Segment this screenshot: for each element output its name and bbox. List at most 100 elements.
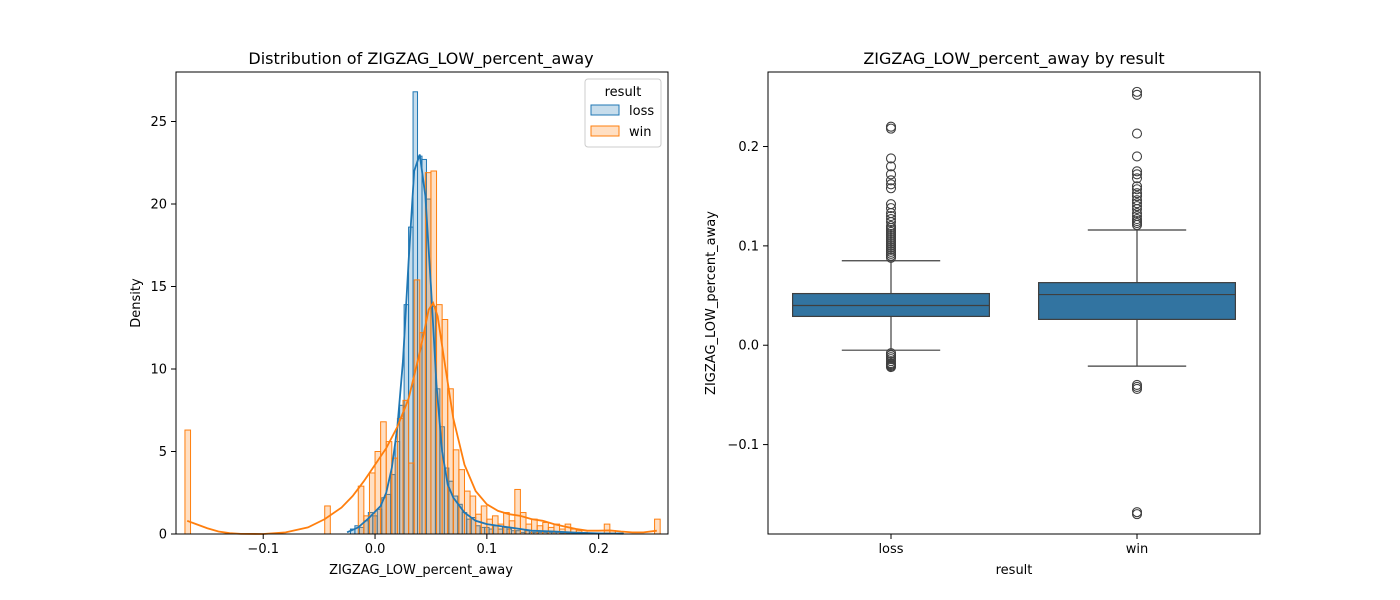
boxplot-axes-frame: [767, 71, 1261, 535]
histogram-axes-frame: [175, 71, 669, 535]
hist-bar-win-30: [514, 488, 521, 535]
outlier-win-15: [1131, 191, 1143, 202]
legend-swatch-loss: [590, 104, 620, 116]
outlier-win-16: [1131, 188, 1143, 199]
hist-y-tick-label-10: 10: [150, 363, 167, 378]
hist-bar-win-43: [603, 523, 611, 535]
histogram-y-ticks: 0 5 10 15 20 25: [150, 115, 176, 543]
histogram-x-ticks: −0.1 0.0 0.1 0.2: [247, 534, 609, 557]
hist-bar-win-12: [413, 279, 421, 535]
outlier-loss-26: [885, 220, 897, 232]
outlier-loss-39: [885, 123, 897, 134]
outlier-loss-33: [885, 183, 897, 194]
outlier-win-3: [1131, 381, 1143, 393]
hist-bar-win-13: [419, 332, 426, 535]
hist-bar-win-0: [184, 429, 192, 535]
box-x-tick-label-loss: loss: [878, 542, 903, 557]
hist-bar-win-20: [458, 469, 465, 535]
hist-bar-win-11: [408, 462, 415, 535]
hist-bar-win-8: [391, 457, 398, 535]
loss-kde-line: [346, 154, 624, 535]
hist-bar-win-15: [430, 170, 438, 535]
boxplot-marks: [791, 86, 1236, 520]
hist-bar-win-28: [503, 512, 510, 535]
histogram-y-label: Density: [129, 278, 144, 328]
outlier-loss-35: [885, 175, 897, 186]
outlier-win-12: [1131, 201, 1143, 212]
outlier-loss-29: [885, 211, 897, 222]
hist-bar-win-1: [324, 505, 331, 535]
outlier-win-25: [1131, 86, 1143, 97]
hist-bar-win-19: [452, 449, 460, 535]
outlier-win-0: [1131, 509, 1143, 520]
outlier-win-14: [1131, 195, 1143, 206]
hist-bar-win-24: [480, 505, 488, 535]
boxplot-chart: ZIGZAG_LOW_percent_away by result loss wi…: [704, 49, 1261, 578]
histogram-x-label: ZIGZAG_LOW_percent_away: [329, 563, 513, 578]
hist-bar-win-25: [486, 518, 493, 535]
outlier-loss-34: [885, 179, 897, 190]
box-loss: [791, 121, 990, 373]
hist-y-tick-label-0: 0: [159, 528, 167, 543]
outlier-loss-31: [885, 203, 897, 214]
hist-bar-win-9: [396, 418, 404, 535]
legend-frame: [584, 78, 662, 148]
boxplot-title: ZIGZAG_LOW_percent_away by result: [863, 49, 1164, 69]
outlier-loss-32: [885, 199, 897, 210]
box-win: [1037, 86, 1236, 520]
legend-entry-loss: loss: [629, 104, 654, 119]
hist-bar-win-22: [469, 495, 477, 535]
outlier-win-24: [1131, 89, 1143, 100]
hist-bar-win-35: [542, 521, 549, 535]
box-y-tick-label-_0_1: −0.1: [727, 438, 759, 453]
hist-x-tick-label-0: 0.0: [365, 542, 386, 557]
box-x-tick-label-win: win: [1126, 542, 1148, 557]
hist-x-tick-label-0_2: 0.2: [588, 542, 609, 557]
win-kde-line: [186, 300, 657, 535]
outlier-win-4: [1131, 379, 1143, 391]
hist-y-tick-label-15: 15: [150, 280, 167, 295]
outlier-win-23: [1131, 128, 1143, 139]
outlier-win-18: [1131, 181, 1143, 192]
outlier-win-1: [1131, 507, 1143, 518]
hist-x-tick-label-_0_1: −0.1: [247, 542, 279, 557]
legend-entry-win: win: [629, 125, 651, 140]
hist-bar-win-23: [475, 513, 482, 535]
hist-y-tick-label-5: 5: [159, 445, 167, 460]
legend-swatch-win: [590, 125, 620, 137]
box-y-tick-label-0: 0.0: [738, 339, 759, 354]
hist-bar-win-4: [368, 472, 376, 535]
outlier-win-20: [1131, 169, 1143, 180]
outlier-win-17: [1131, 184, 1143, 195]
outlier-win-21: [1131, 166, 1143, 177]
histogram-legend: result loss win: [584, 78, 662, 148]
histogram-title: Distribution of ZIGZAG_LOW_percent_away: [248, 49, 593, 69]
boxplot-x-label: result: [996, 563, 1033, 578]
outlier-win-19: [1131, 173, 1143, 184]
outlier-loss-9: [885, 348, 897, 359]
outlier-loss-28: [885, 213, 897, 225]
boxplot-x-ticks: loss win: [878, 534, 1148, 557]
outlier-win-9: [1131, 211, 1143, 222]
legend-title: result: [605, 85, 642, 100]
hist-y-tick-label-20: 20: [150, 198, 167, 213]
outlier-loss-37: [885, 161, 897, 172]
box-y-tick-label-0_2: 0.2: [738, 140, 759, 155]
hist-y-tick-label-25: 25: [150, 115, 167, 130]
outlier-win-8: [1131, 213, 1143, 225]
outlier-win-13: [1131, 198, 1143, 209]
outlier-win-22: [1131, 151, 1143, 162]
hist-bar-win-32: [525, 523, 533, 535]
boxplot-y-label: ZIGZAG_LOW_percent_away: [704, 211, 719, 395]
box-iqr-win: [1037, 282, 1236, 320]
boxplot-y-ticks: −0.1 0.0 0.1 0.2: [727, 140, 768, 453]
hist-bar-win-10: [402, 399, 410, 535]
outlier-loss-38: [885, 153, 897, 164]
outlier-loss-40: [885, 121, 897, 132]
box-y-tick-label-0_1: 0.1: [738, 239, 759, 254]
hist-x-tick-label-0_1: 0.1: [477, 542, 498, 557]
hist-bar-win-6: [380, 421, 387, 535]
histogram-chart: Distribution of ZIGZAG_LOW_percent_away …: [129, 49, 669, 578]
hist-bar-win-34: [536, 525, 544, 535]
